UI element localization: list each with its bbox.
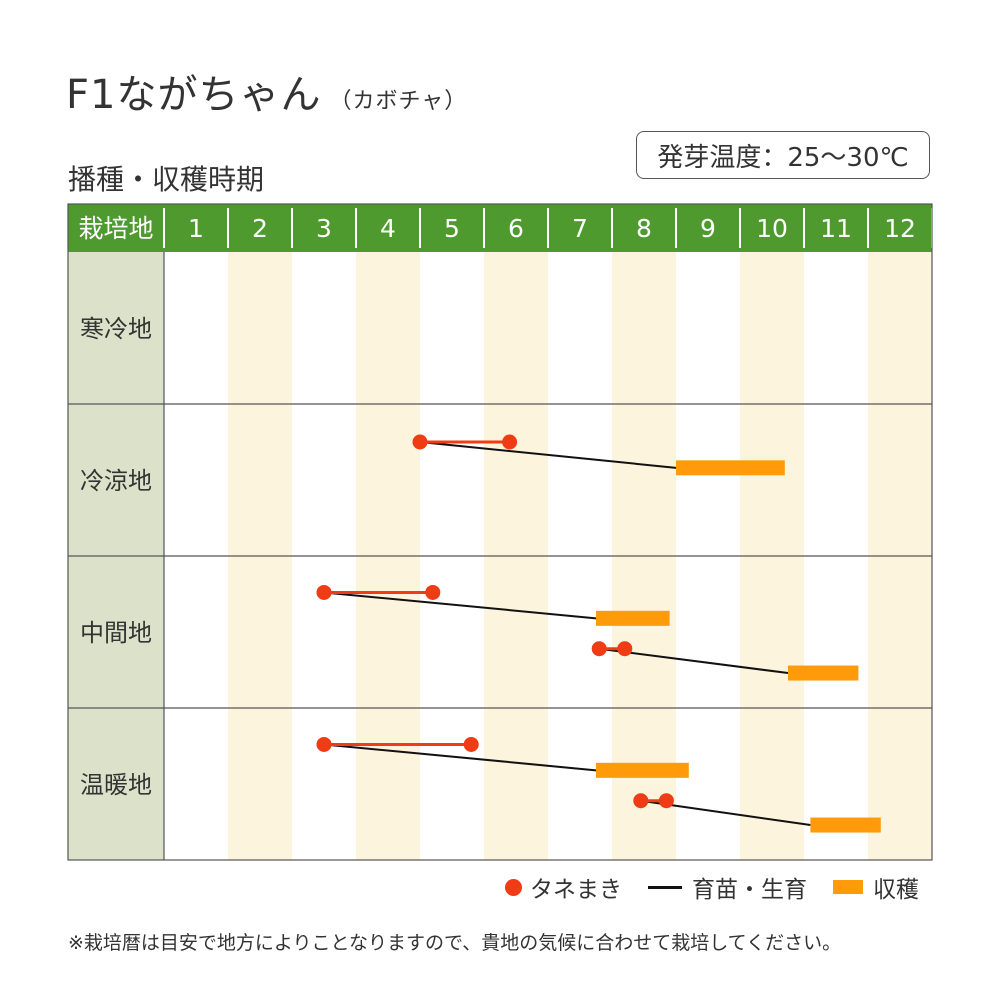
region-label: 中間地 — [80, 619, 152, 647]
month-tick-label: 4 — [380, 214, 396, 243]
germination-temperature-badge: 発芽温度：25～30℃ — [636, 131, 930, 179]
month-tick-label: 5 — [444, 214, 460, 243]
region-label: 寒冷地 — [80, 315, 152, 343]
month-tick-label: 11 — [820, 214, 852, 243]
harvest-bar — [788, 665, 859, 681]
month-tick-label: 3 — [316, 214, 332, 243]
legend-harvest: 収穫 — [833, 870, 919, 904]
sowing-end-dot — [658, 793, 674, 809]
legend-harvest-label: 収穫 — [873, 877, 919, 903]
page-title: F1ながちゃん （カボチャ） — [66, 62, 467, 120]
title-text: F1ながちゃん — [66, 72, 322, 118]
footnote: ※栽培暦は目安で地方によりことなりますので、貴地の気候に合わせて栽培してください… — [68, 932, 842, 954]
sowing-end-dot — [463, 736, 479, 752]
corner-label: 栽培地 — [78, 214, 153, 243]
chart-border — [67, 203, 933, 861]
month-tick-label: 6 — [508, 214, 524, 243]
region-label: 温暖地 — [80, 771, 152, 799]
month-tick-label: 9 — [700, 214, 716, 243]
sowing-end-dot — [425, 584, 441, 600]
header-row — [68, 204, 932, 252]
sowing-start-dot — [316, 736, 332, 752]
sowing-start-dot — [316, 584, 332, 600]
sowing-end-dot — [617, 641, 633, 657]
legend-growing: 育苗・生育 — [648, 870, 807, 904]
legend-growing-label: 育苗・生育 — [692, 877, 807, 903]
growing-line-icon — [648, 885, 682, 889]
month-tick-label: 12 — [884, 214, 916, 243]
sowing-end-dot — [502, 434, 518, 450]
growing-line — [323, 743, 597, 772]
section-title: 播種・収穫時期 — [68, 163, 265, 196]
legend-sowing: タネまき — [505, 870, 622, 904]
growing-line — [323, 591, 597, 620]
sowing-start-dot — [633, 793, 649, 809]
month-tick-label: 10 — [756, 214, 788, 243]
month-tick-label: 8 — [636, 214, 652, 243]
harvest-bar — [596, 762, 689, 778]
harvest-bar — [676, 460, 785, 476]
sowing-start-dot — [591, 641, 607, 657]
sowing-dot-icon — [505, 878, 522, 896]
region-label: 冷涼地 — [80, 467, 152, 495]
harvest-bar-icon — [833, 880, 863, 894]
title-subtitle: （カボチャ） — [329, 89, 468, 114]
month-tick-label: 7 — [572, 214, 588, 243]
month-tick-label: 2 — [252, 214, 268, 243]
legend-sowing-label: タネまき — [530, 877, 622, 903]
sowing-start-dot — [412, 434, 428, 450]
month-tick-label: 1 — [188, 214, 204, 243]
growing-line — [419, 441, 677, 469]
harvest-bar — [596, 610, 670, 626]
harvest-bar — [810, 817, 881, 833]
legend: タネまき 育苗・生育 収穫 — [505, 870, 919, 904]
